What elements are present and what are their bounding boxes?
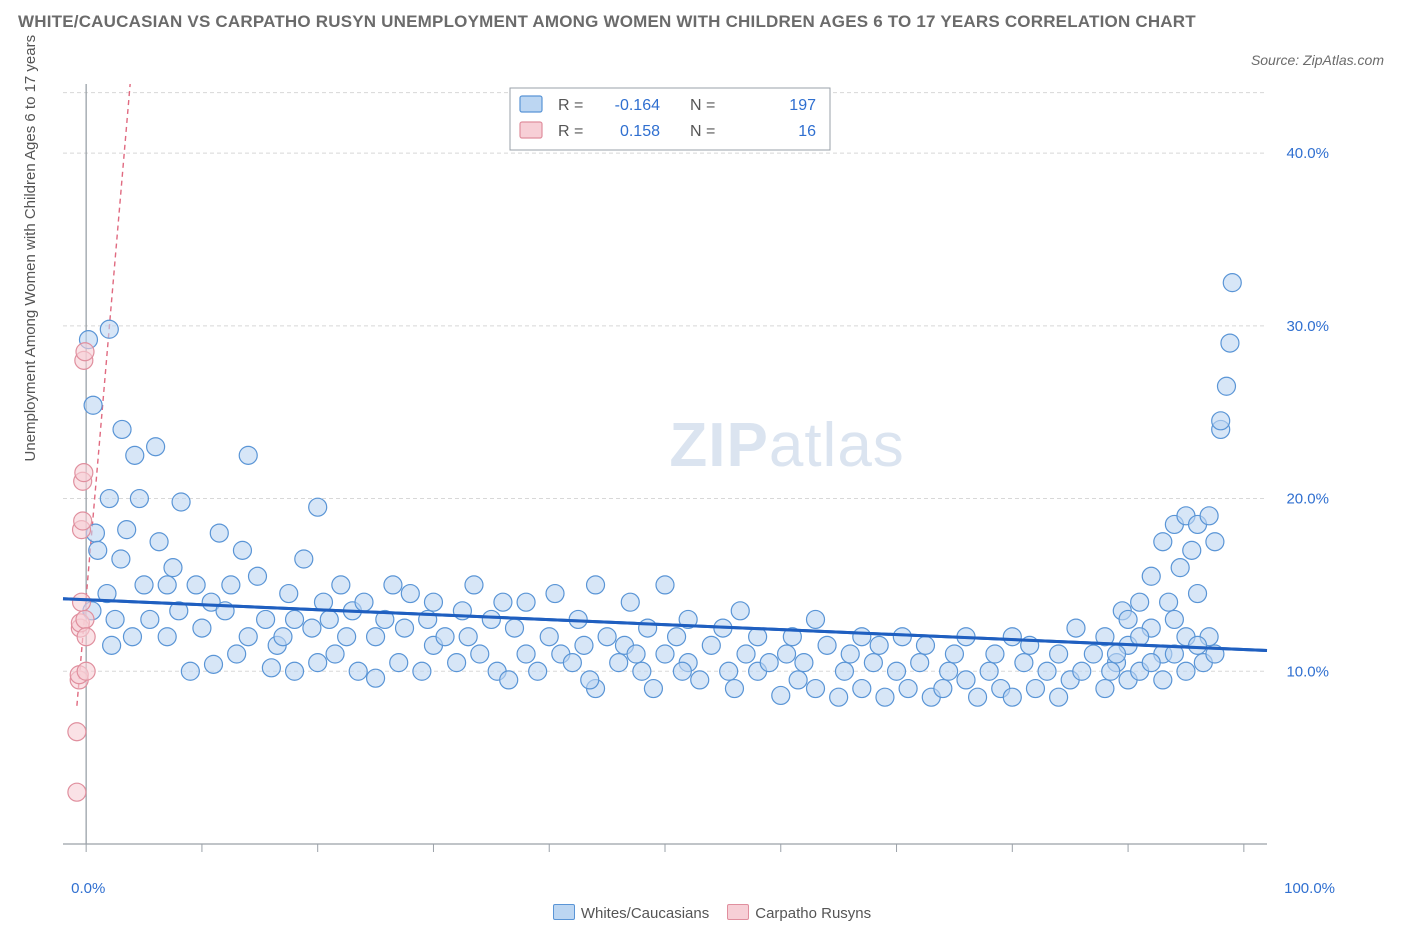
chart-title: WHITE/CAUCASIAN VS CARPATHO RUSYN UNEMPL… [18,12,1388,32]
bottom-legend: Whites/Caucasians Carpatho Rusyns [0,904,1406,922]
chart-container: WHITE/CAUCASIAN VS CARPATHO RUSYN UNEMPL… [0,0,1406,930]
svg-text:20.0%: 20.0% [1286,491,1329,508]
legend-label: Whites/Caucasians [581,905,709,922]
svg-text:0.158: 0.158 [620,123,660,140]
legend-swatch [727,904,749,920]
y-axis-label: Unemployment Among Women with Children A… [22,35,39,462]
svg-text:R =: R = [558,123,583,140]
svg-text:197: 197 [789,97,816,114]
plot-area: 10.0% 20.0% 30.0% 40.0% R = -0.164 N = 197 R = 0.… [55,82,1335,862]
svg-text:-0.164: -0.164 [615,97,660,114]
legend-label: Carpatho Rusyns [755,905,871,922]
source-attribution: Source: ZipAtlas.com [1251,52,1384,68]
svg-text:30.0%: 30.0% [1286,318,1329,335]
scatter-plot-svg: 10.0% 20.0% 30.0% 40.0% R = -0.164 N = 197 R = 0.… [55,82,1335,862]
svg-text:R =: R = [558,97,583,114]
x-tick-100: 100.0% [1284,880,1335,897]
x-tick-0: 0.0% [71,880,105,897]
svg-text:N =: N = [690,123,715,140]
svg-text:40.0%: 40.0% [1286,145,1329,162]
legend-swatch [553,904,575,920]
svg-text:16: 16 [798,123,816,140]
svg-text:N =: N = [690,97,715,114]
svg-text:10.0%: 10.0% [1286,663,1329,680]
